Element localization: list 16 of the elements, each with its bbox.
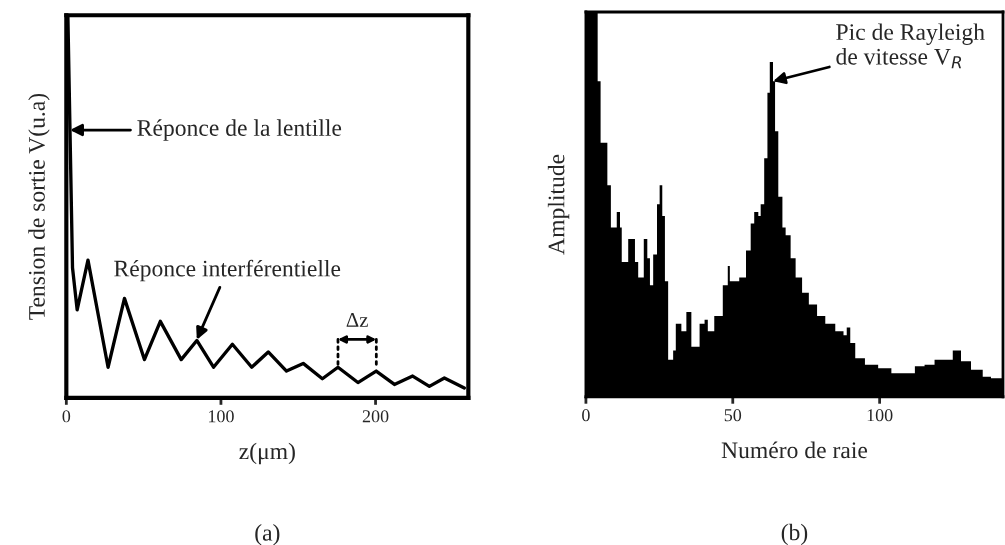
y-axis-title: Tension de sortie V(u.a) — [28, 93, 50, 320]
x-tick-label: 200 — [362, 410, 389, 423]
annotation: Δz — [346, 312, 368, 327]
x-tick-label: 50 — [724, 409, 742, 422]
x-tick-label: 100 — [867, 409, 893, 422]
text: (a) — [255, 524, 280, 545]
annotation: Réponce interférentielle — [114, 259, 341, 282]
x-axis-title: z(μm) — [239, 442, 295, 465]
x-axis-title: Numéro de raie — [721, 441, 868, 459]
x-tick-label: 100 — [208, 410, 234, 423]
annotation: Pic de Rayleigh de vitesse V$_{R}$ — [836, 23, 985, 69]
x-tick-label: 0 — [582, 409, 590, 422]
x-tick-label: 0 — [62, 410, 71, 423]
annotation: Réponce de la lentille — [137, 119, 342, 141]
y-axis-title: Amplitude — [547, 154, 570, 255]
text: (b) — [781, 523, 808, 545]
